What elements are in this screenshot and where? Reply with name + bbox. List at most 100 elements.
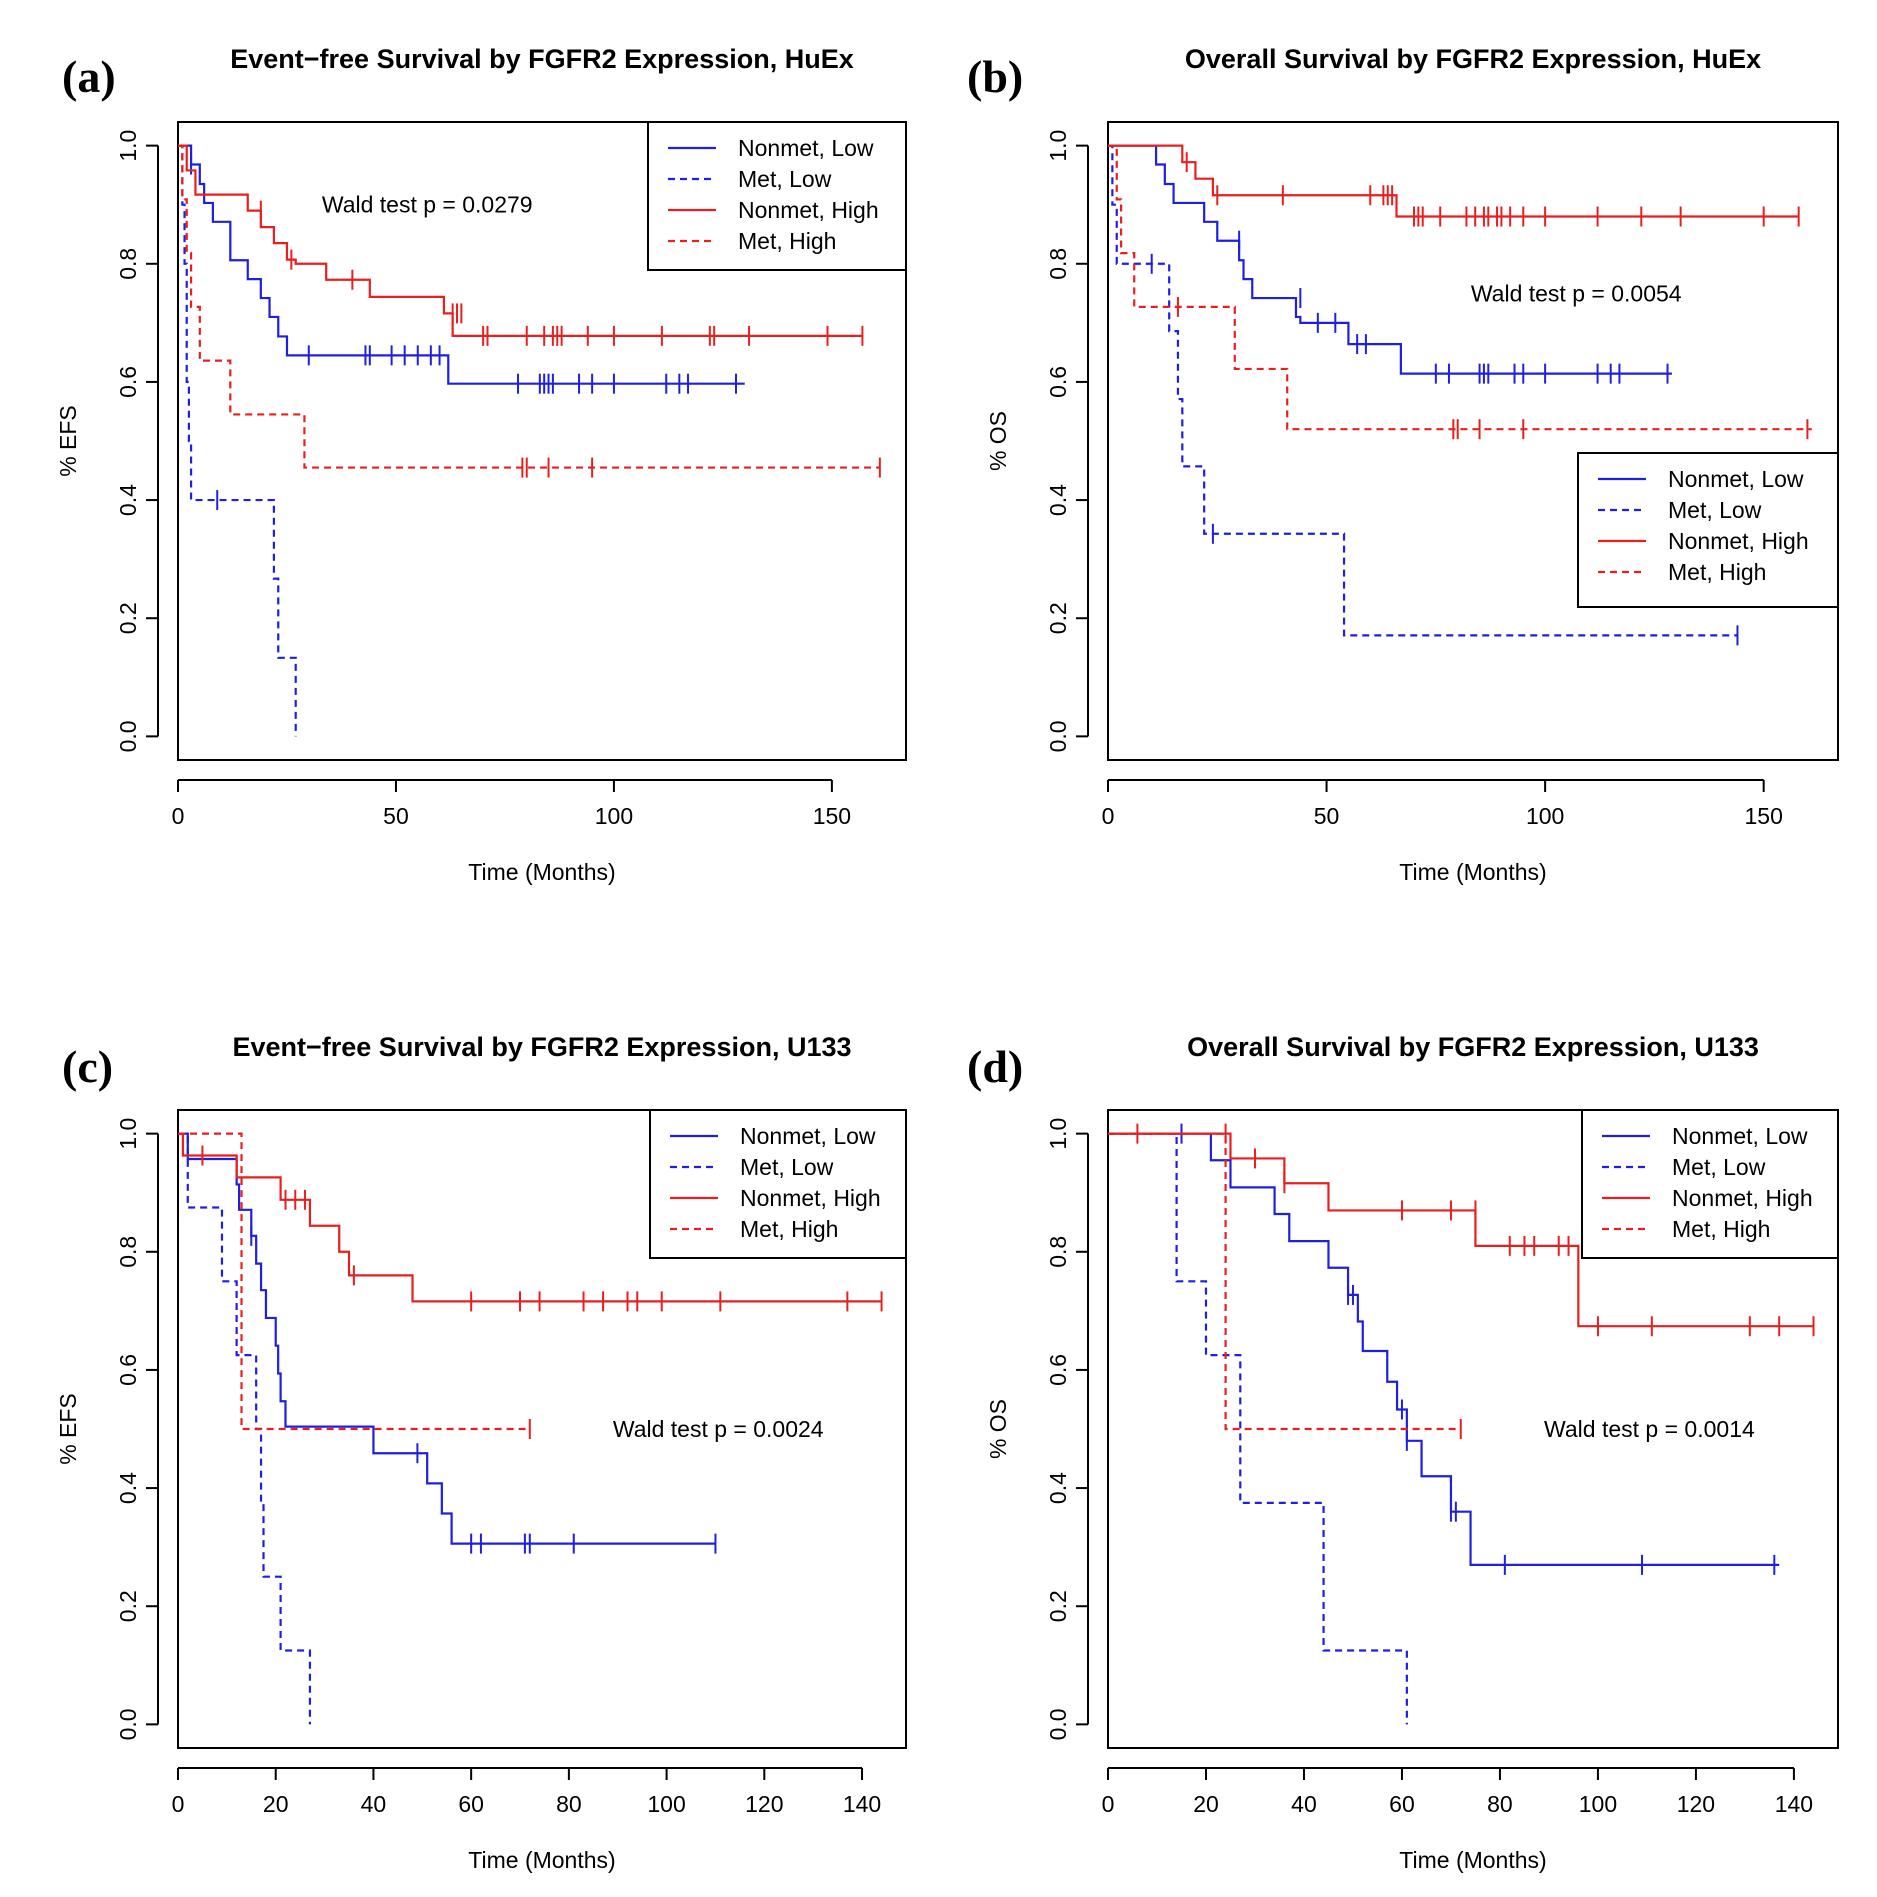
series-nonmet-high <box>1108 1123 1815 1337</box>
series-met-high <box>1108 1132 1462 1439</box>
y-tick-label: 0.0 <box>115 1708 141 1740</box>
y-tick-label: 0.4 <box>1045 1472 1071 1504</box>
x-tick-label: 20 <box>263 1791 289 1817</box>
y-tick-label: 0.0 <box>1045 1708 1071 1740</box>
x-tick-label: 150 <box>1745 803 1783 829</box>
series-met-high <box>178 1132 531 1439</box>
plot-frame <box>1107 1109 1839 1749</box>
panel-title: Overall Survival by FGFR2 Expression, Hu… <box>1185 44 1761 74</box>
wald-test-label: Wald test p = 0.0054 <box>1471 280 1682 306</box>
legend-entry: Met, Low <box>1668 497 1762 523</box>
y-tick-label: 0.8 <box>115 1236 141 1268</box>
x-tick-label: 140 <box>843 1791 881 1817</box>
legend-box <box>647 121 907 271</box>
x-tick-label: 100 <box>647 1791 685 1817</box>
panel-letter: (b) <box>967 51 1023 102</box>
series-met-high <box>178 144 881 478</box>
series-nonmet-low <box>1108 1123 1780 1575</box>
y-tick-label: 1.0 <box>1045 130 1071 162</box>
legend: Nonmet, Low Met, Low Nonmet, High Met, High <box>649 1109 907 1259</box>
x-tick-label: 60 <box>458 1791 484 1817</box>
series-met-high <box>1108 144 1812 440</box>
x-tick-label: 100 <box>1579 1791 1617 1817</box>
series-nonmet-high <box>178 144 864 346</box>
wald-test-label: Wald test p = 0.0279 <box>322 192 533 218</box>
x-tick-label: 20 <box>1193 1791 1219 1817</box>
survival-curve <box>1108 1132 1461 1431</box>
legend-entry: Nonmet, High <box>738 197 879 223</box>
legend-entry: Nonmet, Low <box>740 1123 876 1149</box>
y-tick-label: 0.6 <box>1045 1354 1071 1386</box>
panel-title: Overall Survival by FGFR2 Expression, U1… <box>1187 1032 1759 1062</box>
y-axis-label: % EFS <box>55 1393 81 1465</box>
x-tick-label: 0 <box>172 1791 185 1817</box>
legend-entry: Nonmet, Low <box>1668 466 1804 492</box>
survival-curve <box>178 144 863 337</box>
legend-entry: Met, High <box>738 228 836 254</box>
y-tick-label: 0.8 <box>1045 248 1071 280</box>
series-nonmet-high <box>1108 144 1800 227</box>
panel-title: Event−free Survival by FGFR2 Expression,… <box>230 44 853 74</box>
legend-entry: Nonmet, Low <box>1672 1123 1808 1149</box>
y-tick-label: 0.2 <box>1045 1590 1071 1622</box>
x-tick-label: 120 <box>1677 1791 1715 1817</box>
y-tick-label: 1.0 <box>1045 1118 1071 1150</box>
survival-curve <box>1108 144 1672 375</box>
y-axis-label: % OS <box>985 411 1011 471</box>
series-met-low <box>178 144 297 737</box>
y-tick-label: 0.2 <box>115 1590 141 1622</box>
x-axis-label: Time (Months) <box>1399 859 1546 885</box>
series-met-low <box>1108 1132 1408 1725</box>
legend-entry: Met, High <box>1672 1216 1770 1242</box>
y-tick-label: 0.8 <box>1045 1236 1071 1268</box>
x-tick-label: 0 <box>1102 803 1115 829</box>
x-tick-label: 50 <box>383 803 409 829</box>
wald-test-label: Wald test p = 0.0024 <box>613 1416 824 1442</box>
y-tick-label: 0.4 <box>115 484 141 516</box>
x-axis-label: Time (Months) <box>468 1847 615 1873</box>
legend-entry: Met, Low <box>1672 1154 1766 1180</box>
series-nonmet-low <box>178 144 745 394</box>
plot-frame <box>1107 121 1839 761</box>
survival-curve <box>178 144 745 385</box>
series-met-low <box>1108 144 1739 646</box>
x-tick-label: 0 <box>1102 1791 1115 1817</box>
wald-test-label: Wald test p = 0.0014 <box>1544 1416 1755 1442</box>
series-nonmet-low <box>1108 144 1672 384</box>
legend-entry: Nonmet, High <box>1672 1185 1813 1211</box>
survival-curve <box>1108 1132 1780 1566</box>
x-tick-label: 60 <box>1389 1791 1415 1817</box>
y-tick-label: 0.0 <box>115 720 141 752</box>
survival-curve <box>178 1132 716 1545</box>
survival-curve <box>178 1132 882 1303</box>
legend-entry: Met, Low <box>738 166 832 192</box>
x-axis-label: Time (Months) <box>1399 1847 1546 1873</box>
x-tick-label: 100 <box>1526 803 1564 829</box>
y-tick-label: 1.0 <box>115 130 141 162</box>
legend-entry: Nonmet, High <box>1668 528 1809 554</box>
legend-entry: Met, Low <box>740 1154 834 1180</box>
y-tick-label: 0.4 <box>1045 484 1071 516</box>
survival-curve <box>1108 144 1738 637</box>
y-tick-label: 0.4 <box>115 1472 141 1504</box>
x-axis-label: Time (Months) <box>468 859 615 885</box>
survival-curve <box>1108 144 1799 218</box>
survival-curve <box>1108 1132 1814 1328</box>
y-tick-label: 0.6 <box>115 1354 141 1386</box>
y-axis-label: % EFS <box>55 405 81 477</box>
panel-c: (c) Event−free Survival by FGFR2 Expressi… <box>55 1032 907 1873</box>
x-tick-label: 120 <box>745 1791 783 1817</box>
plot-frame <box>177 121 907 761</box>
y-tick-label: 0.6 <box>1045 366 1071 398</box>
panel-letter: (a) <box>62 51 116 102</box>
panel-d: (d) Overall Survival by FGFR2 Expression,… <box>967 1032 1839 1873</box>
survival-curve <box>178 144 297 737</box>
series-nonmet-high <box>178 1132 883 1312</box>
x-tick-label: 80 <box>556 1791 582 1817</box>
legend-entry: Nonmet, High <box>740 1185 881 1211</box>
legend-entry: Met, High <box>740 1216 838 1242</box>
legend: Nonmet, Low Met, Low Nonmet, High Met, High <box>647 121 907 271</box>
legend-entry: Nonmet, Low <box>738 135 874 161</box>
plot-frame <box>177 1109 907 1749</box>
